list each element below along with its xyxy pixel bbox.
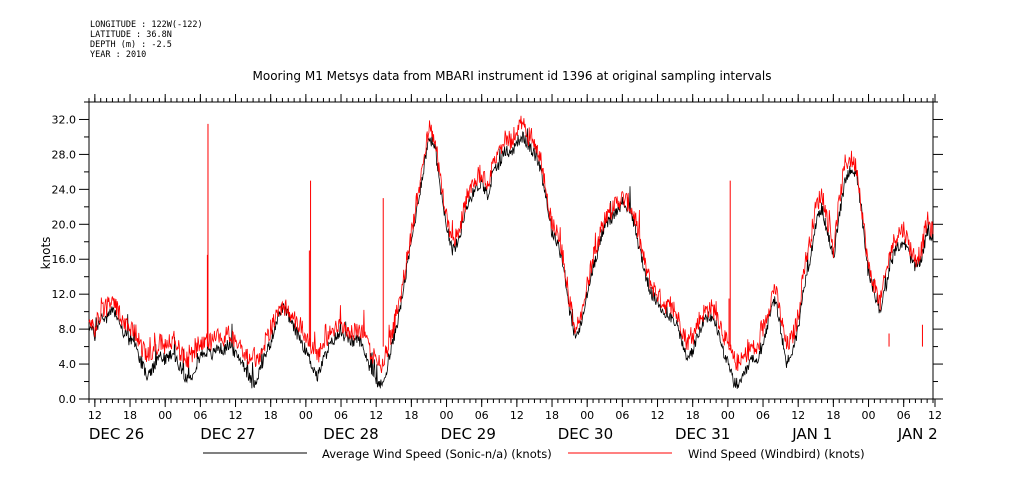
ticks-group: 12 18 00 06 12 18 00 06 12 18 00 06 12 18 00 06 12 18 00 06… <box>52 94 943 443</box>
y-tick-label: 16.0 <box>52 253 77 266</box>
chart-title: Mooring M1 Metsys data from MBARI instru… <box>253 69 772 83</box>
x-day-label: DEC 26 <box>89 425 144 443</box>
legend-label-windbird: Wind Speed (Windbird) (knots) <box>688 447 865 461</box>
x-hour-tick-label: 12 <box>651 409 665 422</box>
axes-group <box>88 101 934 400</box>
x-hour-tick-label: 12 <box>369 409 383 422</box>
year-text: YEAR : 2010 <box>90 50 147 60</box>
x-hour-tick-label: 00 <box>440 409 454 422</box>
x-day-label: JAN 1 <box>791 425 832 443</box>
x-day-label: DEC 31 <box>675 425 730 443</box>
x-hour-tick-label: 18 <box>264 409 278 422</box>
plot-frame <box>88 101 934 400</box>
x-hour-tick-label: 12 <box>510 409 524 422</box>
x-hour-tick-label: 06 <box>897 409 911 422</box>
y-tick-label: 28.0 <box>52 148 77 161</box>
x-day-label: DEC 28 <box>323 425 378 443</box>
y-tick-label: 32.0 <box>52 113 77 126</box>
x-hour-tick-label: 00 <box>158 409 172 422</box>
x-hour-tick-label: 12 <box>928 409 942 422</box>
x-hour-tick-label: 06 <box>193 409 207 422</box>
series-layer <box>88 115 934 389</box>
x-day-label: JAN 2 <box>897 425 938 443</box>
legend: Average Wind Speed (Sonic-n/a) (knots) W… <box>203 447 865 461</box>
x-hour-tick-label: 12 <box>229 409 243 422</box>
x-hour-tick-label: 18 <box>826 409 840 422</box>
x-hour-tick-label: 00 <box>862 409 876 422</box>
legend-label-average: Average Wind Speed (Sonic-n/a) (knots) <box>322 447 552 461</box>
y-tick-label: 12.0 <box>52 288 77 301</box>
x-day-label: DEC 27 <box>200 425 255 443</box>
longitude-text: LONGITUDE : 122W(-122) <box>90 20 203 30</box>
x-hour-tick-label: 18 <box>404 409 418 422</box>
x-hour-tick-label: 18 <box>686 409 700 422</box>
depth-text: DEPTH (m) : -2.5 <box>90 40 172 50</box>
x-hour-tick-label: 18 <box>545 409 559 422</box>
x-hour-tick-label: 06 <box>334 409 348 422</box>
y-tick-label: 4.0 <box>59 358 77 371</box>
series-line-0 <box>88 128 934 389</box>
y-tick-label: 8.0 <box>59 323 77 336</box>
series-line-1 <box>88 115 934 374</box>
y-tick-label: 20.0 <box>52 218 77 231</box>
x-hour-tick-label: 06 <box>756 409 770 422</box>
metadata-block: LONGITUDE : 122W(-122) LATITUDE : 36.8N … <box>90 20 203 60</box>
y-tick-label: 24.0 <box>52 183 77 196</box>
y-axis-label: knots <box>39 237 53 270</box>
x-hour-tick-label: 12 <box>88 409 102 422</box>
y-tick-label: 0.0 <box>59 393 77 406</box>
x-hour-tick-label: 00 <box>721 409 735 422</box>
x-day-label: DEC 29 <box>441 425 496 443</box>
x-hour-tick-label: 12 <box>791 409 805 422</box>
latitude-text: LATITUDE : 36.8N <box>90 30 172 40</box>
x-hour-tick-label: 06 <box>615 409 629 422</box>
x-hour-tick-label: 06 <box>475 409 489 422</box>
x-day-label: DEC 30 <box>558 425 613 443</box>
x-hour-tick-label: 00 <box>299 409 313 422</box>
x-hour-tick-label: 00 <box>580 409 594 422</box>
x-hour-tick-label: 18 <box>123 409 137 422</box>
